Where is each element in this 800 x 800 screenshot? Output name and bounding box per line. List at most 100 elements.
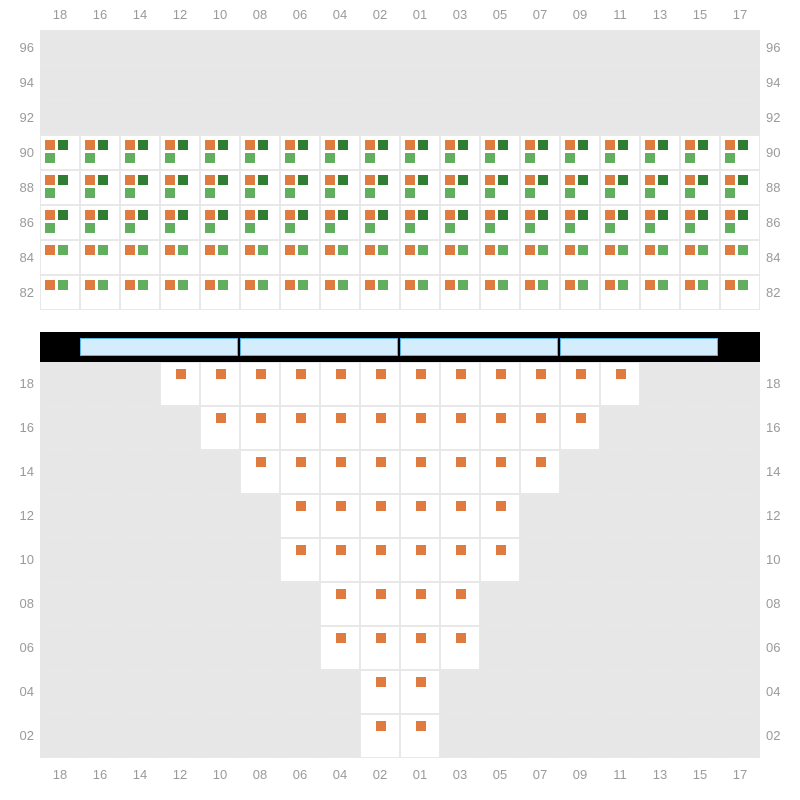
grid-cell — [680, 670, 720, 714]
status-marker — [725, 280, 735, 290]
col-label-top: 16 — [80, 8, 120, 21]
row-label-left: 12 — [4, 509, 34, 522]
row-label-right: 06 — [766, 641, 796, 654]
status-marker — [538, 175, 548, 185]
row-label-right: 86 — [766, 216, 796, 229]
status-marker — [485, 188, 495, 198]
status-marker — [365, 210, 375, 220]
status-marker — [485, 280, 495, 290]
status-marker — [525, 223, 535, 233]
status-marker — [445, 140, 455, 150]
grid-cell — [520, 494, 560, 538]
status-marker — [616, 369, 626, 379]
status-marker — [536, 369, 546, 379]
status-marker — [245, 188, 255, 198]
status-marker — [416, 677, 426, 687]
status-marker — [338, 280, 348, 290]
grid-cell — [320, 100, 360, 135]
grid-cell — [720, 30, 760, 65]
grid-cell — [40, 670, 80, 714]
grid-cell — [520, 30, 560, 65]
status-marker — [496, 413, 506, 423]
status-marker — [578, 210, 588, 220]
row-label-right: 96 — [766, 41, 796, 54]
status-marker — [405, 210, 415, 220]
grid-cell — [80, 30, 120, 65]
stage-segment[interactable] — [560, 338, 718, 356]
grid-cell — [280, 30, 320, 65]
status-marker — [685, 280, 695, 290]
status-marker — [445, 223, 455, 233]
grid-cell — [680, 494, 720, 538]
status-marker — [618, 175, 628, 185]
status-marker — [445, 245, 455, 255]
stage-segment[interactable] — [400, 338, 558, 356]
col-label-bottom: 12 — [160, 768, 200, 781]
status-marker — [336, 589, 346, 599]
status-marker — [205, 140, 215, 150]
status-marker — [258, 140, 268, 150]
row-label-right: 10 — [766, 553, 796, 566]
status-marker — [605, 175, 615, 185]
col-label-bottom: 18 — [40, 768, 80, 781]
grid-cell — [160, 450, 200, 494]
grid-cell — [600, 100, 640, 135]
col-label-bottom: 09 — [560, 768, 600, 781]
grid-cell — [720, 362, 760, 406]
col-label-bottom: 07 — [520, 768, 560, 781]
col-label-top: 14 — [120, 8, 160, 21]
row-label-left: 08 — [4, 597, 34, 610]
grid-cell — [520, 538, 560, 582]
grid-cell — [680, 582, 720, 626]
row-label-left: 86 — [4, 216, 34, 229]
status-marker — [336, 457, 346, 467]
grid-cell — [40, 538, 80, 582]
grid-cell — [80, 362, 120, 406]
status-marker — [245, 175, 255, 185]
grid-cell — [400, 65, 440, 100]
row-label-left: 14 — [4, 465, 34, 478]
grid-cell — [600, 714, 640, 758]
status-marker — [165, 245, 175, 255]
status-marker — [376, 501, 386, 511]
grid-cell — [120, 362, 160, 406]
grid-cell — [640, 362, 680, 406]
status-marker — [98, 140, 108, 150]
status-marker — [618, 245, 628, 255]
stage-segment[interactable] — [240, 338, 398, 356]
status-marker — [218, 245, 228, 255]
grid-cell — [720, 538, 760, 582]
status-marker — [165, 140, 175, 150]
col-label-top: 09 — [560, 8, 600, 21]
status-marker — [125, 245, 135, 255]
status-marker — [698, 140, 708, 150]
status-marker — [45, 245, 55, 255]
status-marker — [525, 210, 535, 220]
status-marker — [45, 210, 55, 220]
grid-cell — [80, 714, 120, 758]
status-marker — [605, 188, 615, 198]
status-marker — [138, 280, 148, 290]
status-marker — [376, 457, 386, 467]
grid-cell — [120, 626, 160, 670]
status-marker — [325, 175, 335, 185]
status-marker — [218, 140, 228, 150]
grid-cell — [240, 494, 280, 538]
status-marker — [45, 223, 55, 233]
status-marker — [456, 369, 466, 379]
status-marker — [245, 153, 255, 163]
row-label-right: 04 — [766, 685, 796, 698]
status-marker — [536, 413, 546, 423]
status-marker — [565, 153, 575, 163]
status-marker — [125, 153, 135, 163]
grid-cell — [640, 406, 680, 450]
grid-cell — [560, 626, 600, 670]
col-label-bottom: 06 — [280, 768, 320, 781]
status-marker — [376, 369, 386, 379]
grid-cell — [560, 538, 600, 582]
status-marker — [525, 280, 535, 290]
grid-cell — [560, 100, 600, 135]
status-marker — [338, 210, 348, 220]
grid-cell — [640, 626, 680, 670]
stage-segment[interactable] — [80, 338, 238, 356]
